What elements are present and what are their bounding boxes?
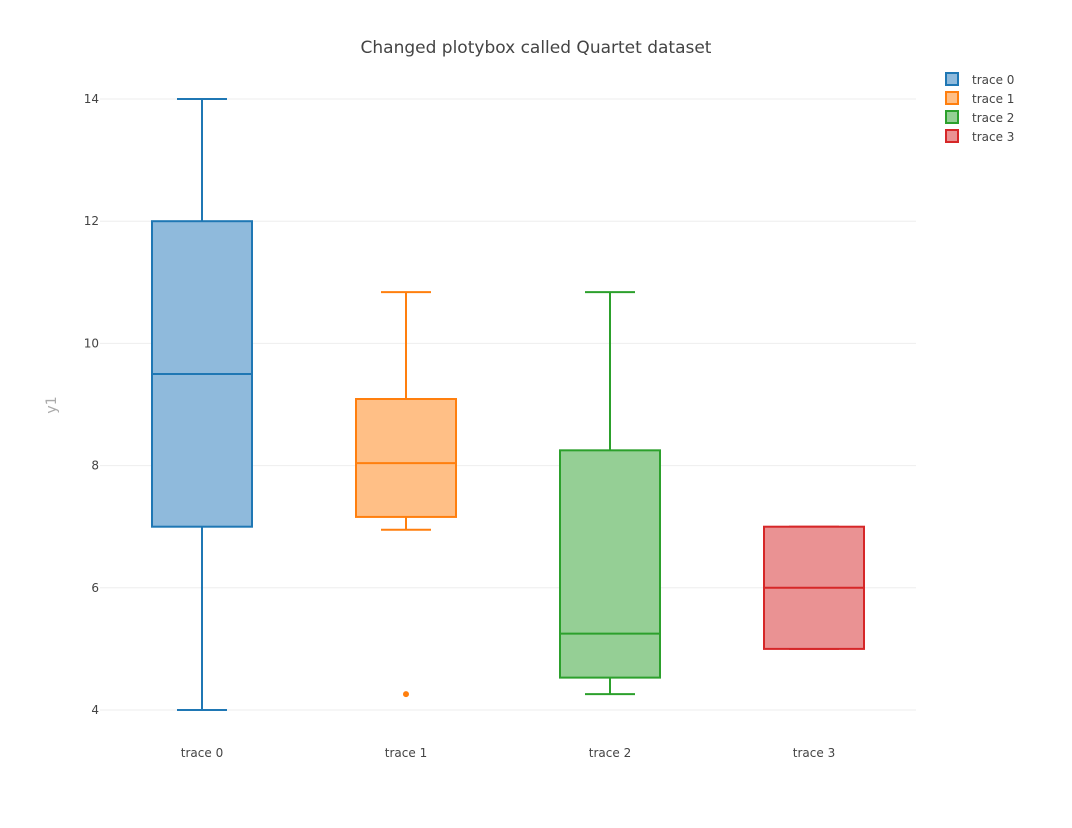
outlier-point xyxy=(403,691,409,698)
x-tick-label: trace 0 xyxy=(181,746,223,760)
box-trace xyxy=(151,98,253,711)
legend-label: trace 1 xyxy=(972,92,1014,106)
box-trace xyxy=(559,291,661,696)
iqr-box xyxy=(559,449,661,679)
legend-item: trace 3 xyxy=(945,129,1014,144)
x-tick-label: trace 1 xyxy=(385,746,427,760)
legend-swatch xyxy=(945,91,959,105)
axis-layer: 4 6 8 10 12 14 trace 0 trace 1 trace 2 trace 3 xyxy=(84,92,835,760)
legend-label: trace 2 xyxy=(972,111,1014,125)
y-tick-label: 14 xyxy=(84,92,99,106)
y-tick-label: 12 xyxy=(84,214,99,228)
y-tick-label: 8 xyxy=(91,459,99,473)
legend-swatch xyxy=(945,72,959,86)
y-tick-label: 4 xyxy=(91,703,99,717)
y-axis-title: y1 xyxy=(44,396,60,413)
y-tick-label: 6 xyxy=(91,581,99,595)
box-trace xyxy=(355,291,457,698)
legend-label: trace 0 xyxy=(972,73,1014,87)
x-tick-label: trace 2 xyxy=(589,746,631,760)
legend: trace 0 trace 1 trace 2 trace 3 xyxy=(945,72,1014,144)
legend-label: trace 3 xyxy=(972,130,1014,144)
x-tick-label: trace 3 xyxy=(793,746,835,760)
legend-item: trace 2 xyxy=(945,110,1014,125)
legend-swatch xyxy=(945,110,959,124)
legend-item: trace 0 xyxy=(945,72,1014,87)
iqr-box xyxy=(355,398,457,518)
chart-title: Changed plotybox called Quartet dataset xyxy=(361,38,712,58)
y-tick-label: 10 xyxy=(84,336,99,350)
legend-swatch xyxy=(945,129,959,143)
box-trace xyxy=(763,525,865,650)
legend-item: trace 1 xyxy=(945,91,1014,106)
box-layer xyxy=(151,98,865,711)
